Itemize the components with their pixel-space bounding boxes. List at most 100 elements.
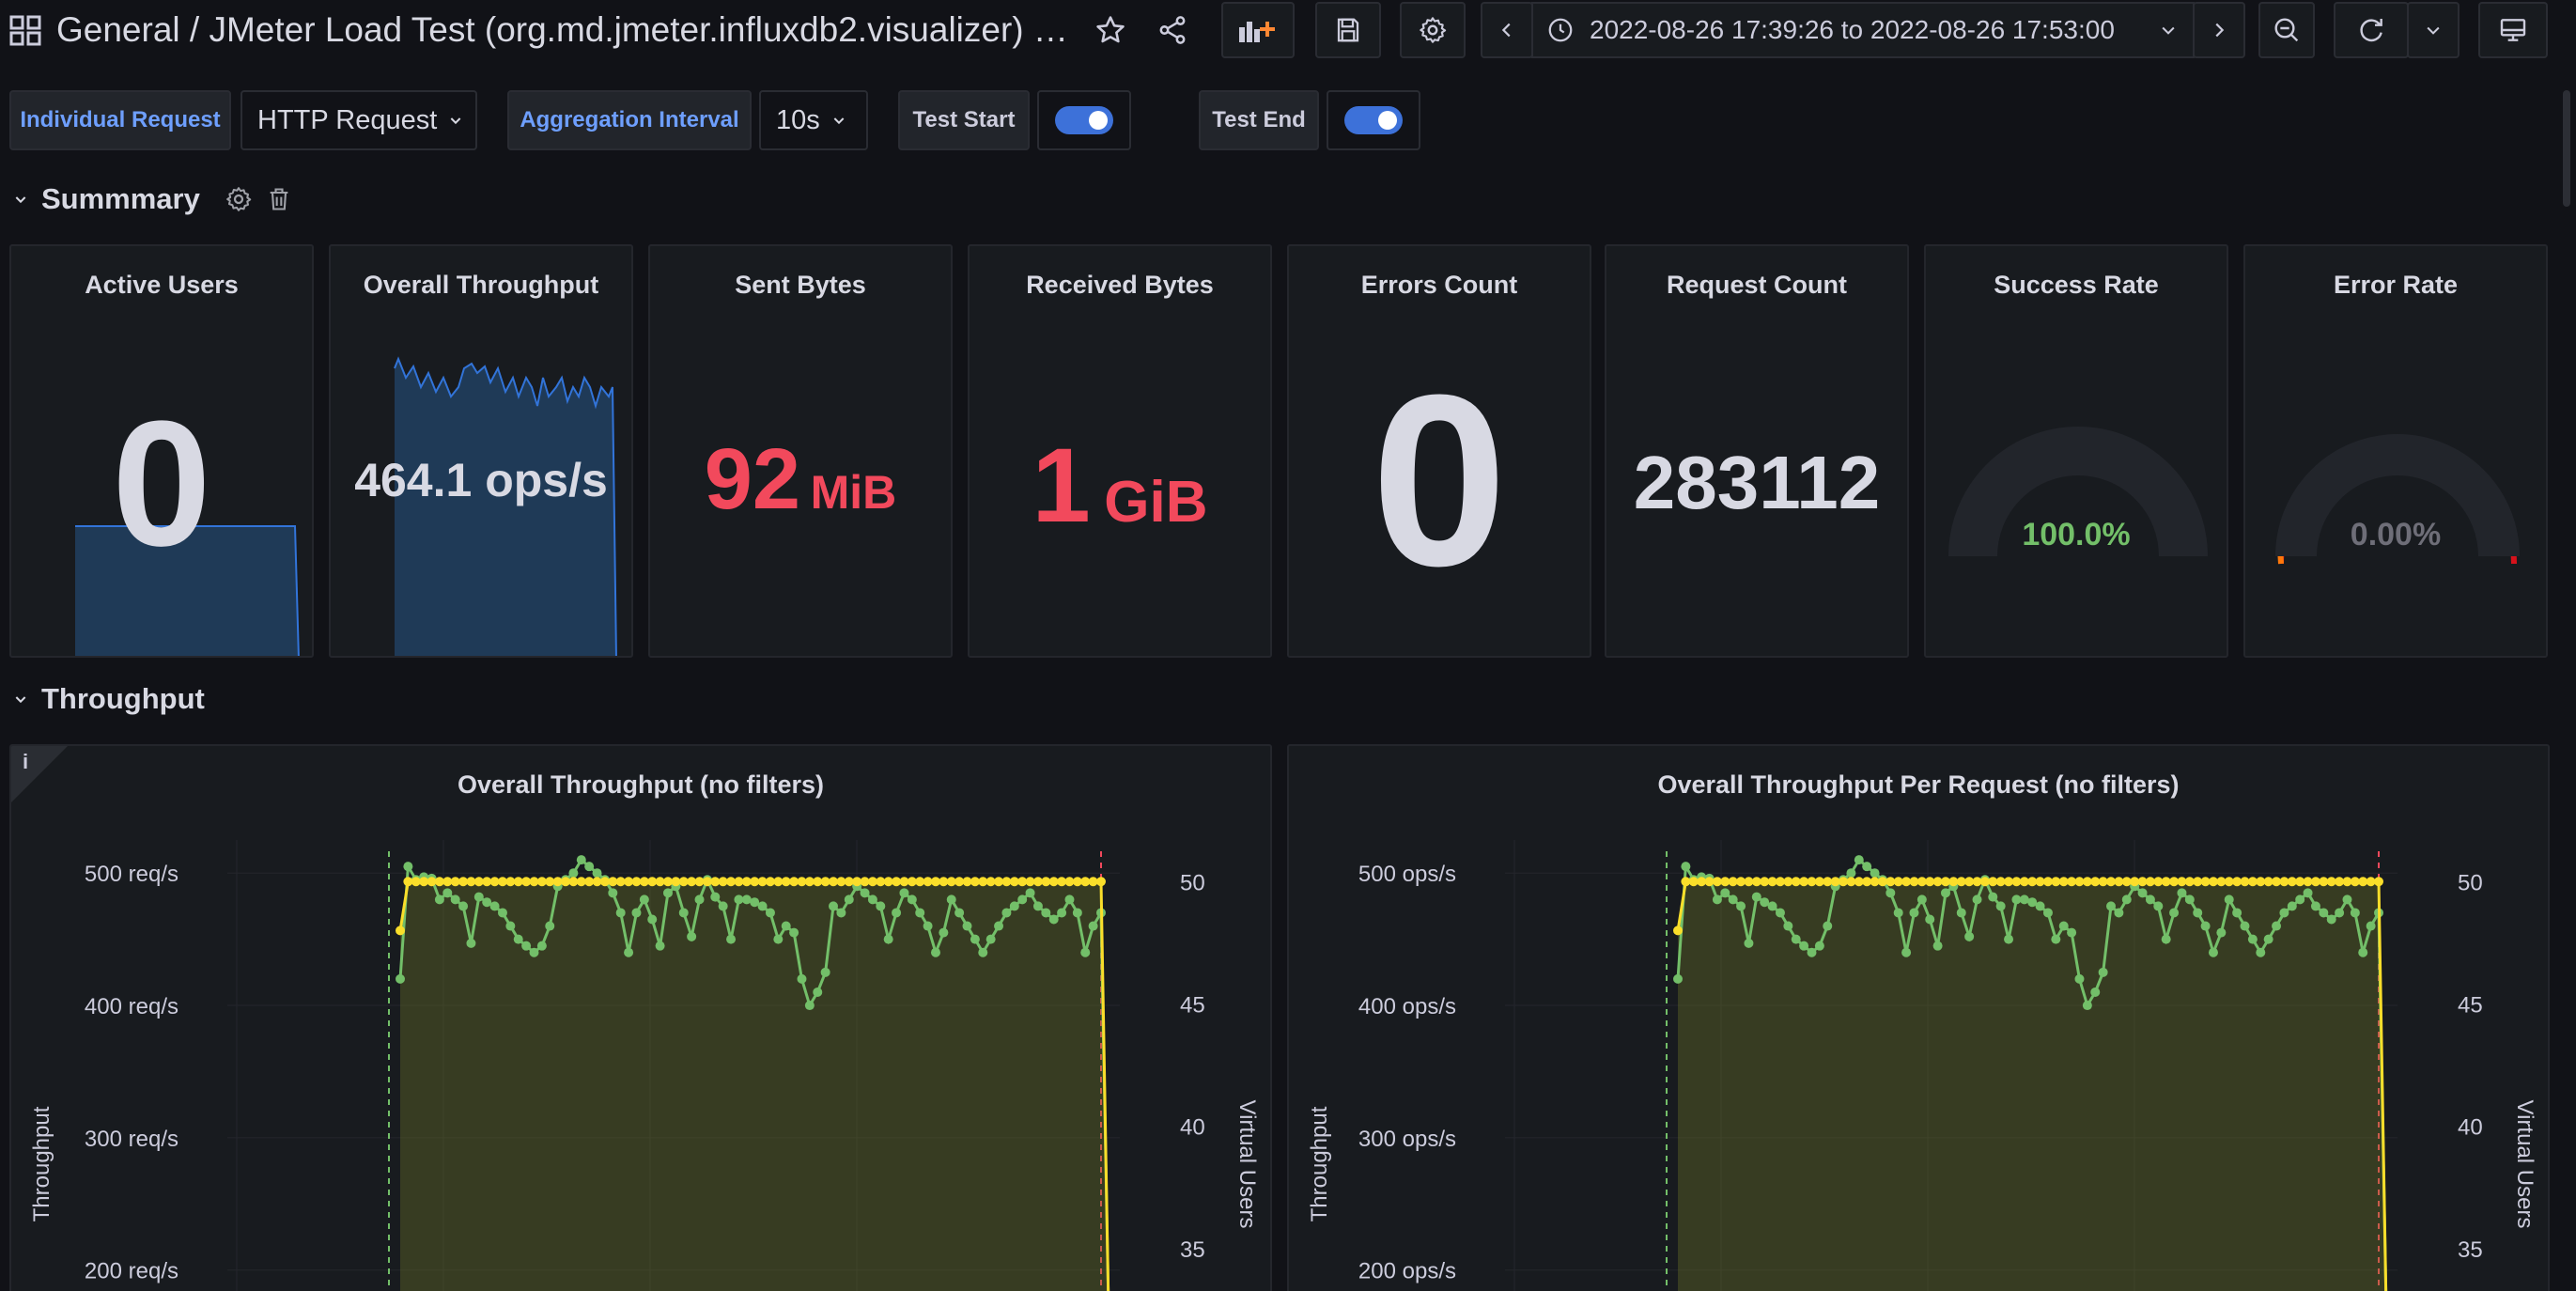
virtual-users-point <box>561 877 571 887</box>
aggregation-interval-select[interactable]: 10s <box>759 90 868 150</box>
throughput-row-header[interactable]: Throughput <box>13 682 205 716</box>
request-count-panel[interactable]: Request Count 283112 <box>1605 244 1909 658</box>
throughput-point <box>836 908 846 918</box>
virtual-users-point <box>797 877 807 887</box>
test-end-label: Test End <box>1199 90 1319 150</box>
save-icon <box>1337 18 1359 42</box>
apps-grid-icon[interactable] <box>9 14 41 46</box>
success-rate-panel[interactable]: Success Rate 100.0% <box>1924 244 2228 658</box>
summary-row-header[interactable]: Summmary <box>13 182 292 216</box>
throughput-point <box>978 947 988 957</box>
virtual-users-point <box>427 877 437 887</box>
throughput-point <box>2058 921 2069 931</box>
throughput-point <box>647 914 658 925</box>
dashboard-settings-button[interactable] <box>1400 2 1466 58</box>
virtual-users-point <box>1909 877 1919 887</box>
panel-info-corner[interactable] <box>11 746 68 802</box>
virtual-users-point <box>1688 877 1699 887</box>
throughput-point <box>1728 894 1738 905</box>
throughput-per-request-chart-panel[interactable]: Overall Throughput Per Request (no filte… <box>1287 744 2550 1291</box>
throughput-point <box>536 941 547 951</box>
virtual-users-point <box>1979 877 1990 887</box>
throughput-point <box>497 908 507 918</box>
virtual-users-point <box>2224 877 2234 887</box>
virtual-users-point <box>892 877 902 887</box>
sent-bytes-value: 92 <box>704 431 801 527</box>
throughput-point <box>2106 901 2117 911</box>
y2-axis-title: Virtual Users <box>2512 1100 2537 1229</box>
virtual-users-point <box>954 877 965 887</box>
virtual-users-point <box>1893 877 1903 887</box>
throughput-point <box>2177 888 2187 898</box>
share-icon[interactable] <box>1152 0 1193 60</box>
virtual-users-point <box>734 877 744 887</box>
active-users-panel[interactable]: Active Users 0 <box>9 244 314 658</box>
add-panel-button[interactable] <box>1221 2 1295 58</box>
panel-title: Overall Throughput <box>363 271 599 299</box>
overall-throughput-chart-panel[interactable]: i Overall Throughput (no filters) 500 re… <box>9 744 1272 1291</box>
virtual-users-point <box>985 877 996 887</box>
virtual-users-point <box>396 925 405 936</box>
save-dashboard-button[interactable] <box>1315 2 1381 58</box>
virtual-users-point <box>1916 877 1927 887</box>
throughput-point <box>1009 901 1019 911</box>
virtual-users-point <box>820 877 830 887</box>
virtual-users-point <box>505 877 516 887</box>
individual-request-select[interactable]: HTTP Request <box>241 90 477 150</box>
dashboard-breadcrumb[interactable]: General / JMeter Load Test (org.md.jmete… <box>56 10 1076 49</box>
refresh-interval-picker[interactable] <box>2407 2 2460 58</box>
y2-axis-tick-label: 40 <box>1180 1115 1205 1141</box>
trash-icon[interactable] <box>266 186 292 212</box>
received-bytes-panel[interactable]: Received Bytes 1 GiB <box>968 244 1272 658</box>
throughput-point <box>2067 927 2077 938</box>
virtual-users-point <box>2184 877 2195 887</box>
throughput-point <box>631 908 642 918</box>
time-shift-back-button[interactable] <box>1481 2 1533 58</box>
virtual-users-point <box>907 877 917 887</box>
virtual-users-point <box>1072 877 1082 887</box>
error-rate-gauge <box>2275 434 2520 565</box>
throughput-point <box>946 894 956 905</box>
test-end-toggle[interactable] <box>1344 106 1403 134</box>
info-icon[interactable]: i <box>23 750 29 773</box>
virtual-users-point <box>1673 925 1683 936</box>
virtual-users-point <box>434 877 444 887</box>
virtual-users-point <box>978 877 988 887</box>
zoom-out-button[interactable] <box>2258 2 2315 58</box>
throughput-point <box>930 947 940 957</box>
virtual-users-point <box>1870 877 1880 887</box>
page-scrollbar[interactable] <box>2563 90 2570 207</box>
virtual-users-point <box>473 877 484 887</box>
virtual-users-point <box>1862 877 1872 887</box>
virtual-users-point <box>2114 877 2124 887</box>
tv-mode-button[interactable] <box>2478 2 2548 58</box>
time-range-picker[interactable]: 2022-08-26 17:39:26 to 2022-08-26 17:53:… <box>1531 2 2195 58</box>
y2-axis-tick-label: 35 <box>1180 1237 1205 1263</box>
errors-count-panel[interactable]: Errors Count 0 <box>1287 244 1591 658</box>
gear-icon[interactable] <box>225 185 253 213</box>
panel-title: Success Rate <box>1994 271 2159 299</box>
chevron-down-icon <box>2162 26 2175 35</box>
test-start-toggle[interactable] <box>1055 106 1113 134</box>
chevron-left-icon <box>1501 23 1511 38</box>
sent-bytes-panel[interactable]: Sent Bytes 92 MiB <box>648 244 953 658</box>
virtual-users-point <box>765 877 775 887</box>
overall-throughput-panel[interactable]: Overall Throughput 464.1 ops/s <box>329 244 633 658</box>
virtual-users-point <box>678 877 689 887</box>
throughput-point <box>1932 941 1943 951</box>
virtual-users-point <box>1854 877 1864 887</box>
virtual-users-point <box>1697 877 1707 887</box>
active-users-value: 0 <box>112 384 211 583</box>
star-icon[interactable] <box>1090 0 1131 60</box>
virtual-users-point <box>813 877 823 887</box>
throughput-point <box>892 908 902 918</box>
virtual-users-point <box>2169 877 2180 887</box>
throughput-point <box>2035 901 2045 911</box>
refresh-button[interactable] <box>2334 2 2409 58</box>
gear-icon <box>1420 17 1447 43</box>
virtual-users-point <box>1964 877 1975 887</box>
time-shift-forward-button[interactable] <box>2193 2 2245 58</box>
throughput-point <box>1072 908 1082 918</box>
throughput-point <box>403 862 413 872</box>
error-rate-panel[interactable]: Error Rate 0.00% <box>2243 244 2548 658</box>
